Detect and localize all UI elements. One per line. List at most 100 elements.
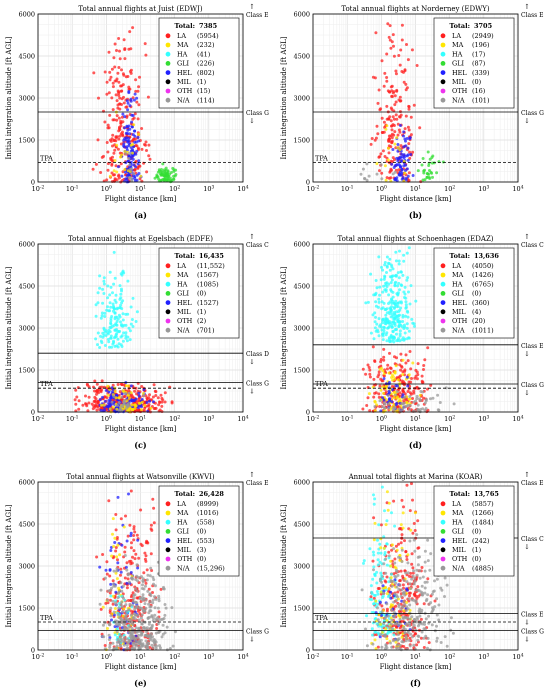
legend-series-count: (4050) <box>472 262 494 270</box>
data-point <box>106 162 110 166</box>
data-point <box>126 108 130 112</box>
data-point <box>385 490 389 494</box>
data-point <box>400 338 404 342</box>
data-point <box>394 364 398 368</box>
legend-series-count: (196) <box>472 41 490 49</box>
data-point <box>373 326 377 330</box>
data-point <box>94 162 98 166</box>
data-point <box>419 617 423 621</box>
legend-series-count: (16) <box>472 87 486 95</box>
data-point <box>129 489 133 493</box>
data-point <box>416 519 420 523</box>
data-point <box>130 622 134 626</box>
legend-box <box>158 17 240 109</box>
data-point <box>420 608 424 612</box>
data-point <box>402 578 406 582</box>
legend-series-label: HA <box>452 50 463 58</box>
data-point <box>403 285 407 289</box>
data-point <box>366 396 370 400</box>
data-point <box>368 372 372 376</box>
data-point <box>134 320 138 323</box>
data-point <box>395 179 399 183</box>
data-point <box>386 508 390 512</box>
data-point <box>117 592 120 595</box>
data-point <box>385 124 389 128</box>
x-tick-label: 102 <box>169 185 180 194</box>
data-point <box>407 142 411 146</box>
data-point <box>101 623 105 627</box>
data-point <box>394 384 398 388</box>
data-point <box>398 334 402 338</box>
y-tick-label: 1500 <box>18 367 35 375</box>
data-point <box>136 406 140 409</box>
data-point <box>112 307 116 311</box>
data-point <box>122 636 126 640</box>
data-point <box>407 107 411 111</box>
x-axis-label: Flight distance [km] <box>105 425 177 433</box>
data-point <box>109 598 112 602</box>
data-point <box>116 561 120 565</box>
legend-total-label: Total: <box>174 490 195 498</box>
data-point <box>115 569 119 573</box>
data-point <box>398 332 402 336</box>
data-point <box>114 528 118 532</box>
data-point <box>396 291 400 295</box>
data-point <box>129 47 133 51</box>
data-point <box>369 584 373 588</box>
legend-series-label: MIL <box>177 546 191 554</box>
data-point <box>376 101 380 105</box>
data-point <box>162 179 166 182</box>
data-point <box>404 114 408 118</box>
data-point <box>381 290 385 294</box>
data-point <box>420 584 424 588</box>
data-point <box>404 550 408 553</box>
legend-series-count: (0) <box>472 78 482 86</box>
data-point <box>435 639 439 643</box>
data-point <box>124 312 128 316</box>
data-point <box>111 118 115 122</box>
data-point <box>111 302 115 306</box>
data-point <box>408 509 412 513</box>
data-point <box>422 396 426 400</box>
data-point <box>137 642 141 645</box>
data-point <box>113 148 117 152</box>
data-point <box>156 616 160 620</box>
data-point <box>146 589 150 593</box>
data-point <box>402 609 406 613</box>
data-point <box>400 38 404 42</box>
data-point <box>127 136 130 140</box>
data-point <box>399 173 403 177</box>
data-point <box>406 276 410 280</box>
data-point <box>130 541 133 545</box>
data-point <box>98 346 102 349</box>
data-point <box>384 571 388 575</box>
plot-frame <box>37 243 244 413</box>
data-point <box>401 511 405 515</box>
data-point <box>398 391 402 395</box>
data-point <box>116 306 120 310</box>
data-point <box>103 644 107 647</box>
data-point <box>406 571 410 575</box>
data-point <box>120 301 124 305</box>
y-tick-label: 3000 <box>18 563 35 571</box>
data-point <box>392 408 396 412</box>
x-tick-label: 10-1 <box>341 185 354 194</box>
data-point <box>131 603 135 607</box>
data-point <box>156 622 160 626</box>
legend-box <box>433 247 515 339</box>
data-point <box>393 565 397 569</box>
data-point <box>92 404 96 408</box>
x-tick-label: 10-2 <box>32 185 45 194</box>
data-point <box>107 340 111 344</box>
data-point <box>391 95 394 98</box>
data-point <box>119 320 122 324</box>
data-point <box>413 549 417 553</box>
data-point <box>420 374 424 378</box>
data-point <box>430 623 434 627</box>
data-point <box>108 574 112 578</box>
y-tick-label: 6000 <box>293 11 310 19</box>
data-point <box>385 255 389 259</box>
data-point <box>383 406 387 410</box>
data-point <box>375 581 379 585</box>
data-point <box>383 509 386 513</box>
